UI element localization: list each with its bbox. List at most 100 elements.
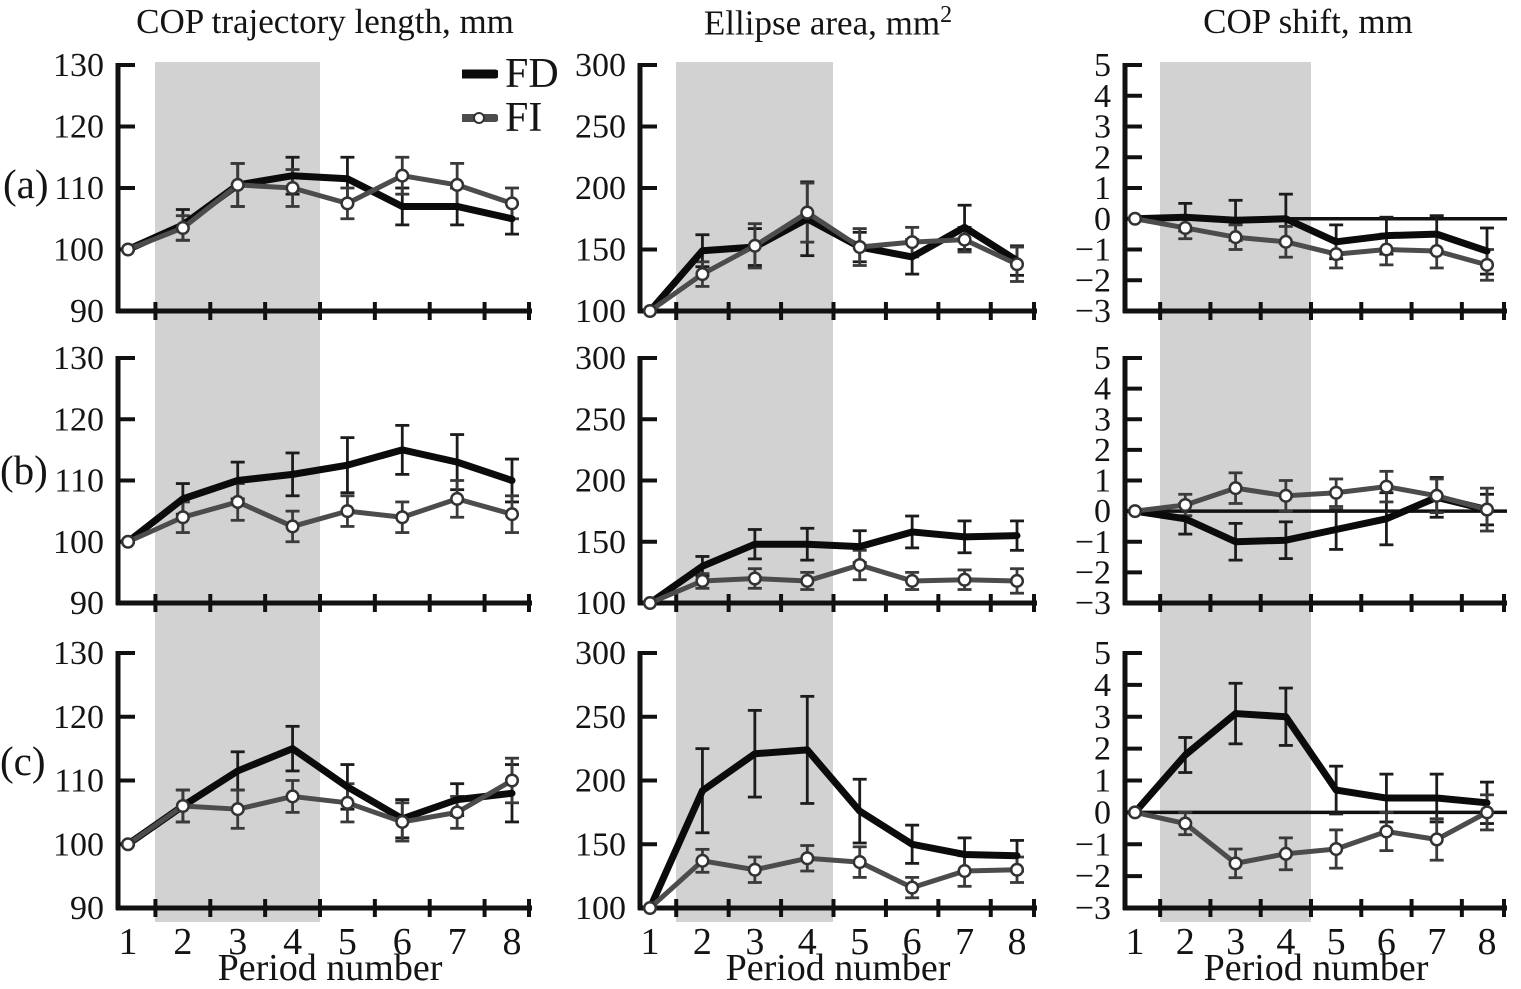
svg-text:4: 4: [1094, 667, 1111, 704]
chart-c-ellipse-area: 100 150 200 250 300 1 2 3 4 5 6 7 8: [575, 635, 1037, 963]
svg-text:3: 3: [1094, 109, 1111, 146]
chart-b-ellipse-area: 100 150 200 250 300: [575, 340, 1037, 622]
svg-text:100: 100: [53, 232, 104, 269]
svg-text:4: 4: [1094, 371, 1111, 408]
chart-b-cop-trajectory-length: 90 100 110 120 130: [53, 340, 532, 622]
svg-text:120: 120: [53, 699, 104, 736]
svg-text:100: 100: [575, 293, 626, 330]
svg-text:110: 110: [54, 463, 104, 500]
svg-text:4: 4: [798, 921, 817, 963]
legend-label-fd: FD: [505, 51, 559, 97]
svg-text:200: 200: [575, 763, 626, 800]
svg-text:100: 100: [575, 890, 626, 927]
svg-text:100: 100: [53, 826, 104, 863]
svg-text:7: 7: [1427, 921, 1446, 963]
svg-text:2: 2: [693, 921, 712, 963]
svg-text:2: 2: [1176, 921, 1195, 963]
row-label-a: (a): [3, 161, 49, 207]
legend-item-fd: FD: [462, 52, 559, 96]
svg-text:150: 150: [575, 826, 626, 863]
svg-text:−2: −2: [1075, 858, 1111, 895]
column-title-cop-trajectory: COP trajectory length, mm: [136, 2, 514, 41]
svg-text:0: 0: [1094, 493, 1111, 530]
svg-text:5: 5: [1094, 635, 1111, 672]
svg-text:−1: −1: [1075, 826, 1111, 863]
row-label-b: (b): [0, 447, 48, 493]
svg-text:130: 130: [53, 47, 104, 84]
svg-text:100: 100: [53, 524, 104, 561]
svg-text:0: 0: [1094, 794, 1111, 831]
svg-text:5: 5: [1094, 340, 1111, 377]
svg-text:110: 110: [54, 170, 104, 207]
row-label-c: (c): [0, 738, 46, 784]
fi-line-swatch: [462, 112, 498, 124]
svg-text:4: 4: [1276, 921, 1295, 963]
svg-text:3: 3: [1094, 401, 1111, 438]
fd-line-swatch: [462, 69, 498, 79]
svg-text:5: 5: [338, 921, 357, 963]
svg-text:200: 200: [575, 170, 626, 207]
svg-text:150: 150: [575, 524, 626, 561]
svg-text:3: 3: [1094, 699, 1111, 736]
svg-text:8: 8: [1008, 921, 1027, 963]
svg-text:300: 300: [575, 340, 626, 377]
svg-text:2: 2: [1094, 432, 1111, 469]
svg-text:150: 150: [575, 232, 626, 269]
x-axis-title-col1: Period number: [217, 947, 443, 989]
svg-text:6: 6: [903, 921, 922, 963]
svg-text:250: 250: [575, 109, 626, 146]
svg-text:7: 7: [955, 921, 974, 963]
svg-text:120: 120: [53, 401, 104, 438]
svg-text:100: 100: [575, 585, 626, 622]
svg-text:1: 1: [1094, 763, 1111, 800]
svg-text:1: 1: [641, 921, 660, 963]
svg-text:5: 5: [850, 921, 869, 963]
svg-text:6: 6: [1377, 921, 1396, 963]
svg-text:5: 5: [1327, 921, 1346, 963]
svg-text:3: 3: [228, 921, 247, 963]
svg-text:2: 2: [1094, 139, 1111, 176]
svg-text:8: 8: [1478, 921, 1497, 963]
superscript-2: 2: [940, 2, 953, 28]
svg-text:−2: −2: [1075, 554, 1111, 591]
x-axis-title-col2: Period number: [725, 947, 951, 989]
svg-text:250: 250: [575, 401, 626, 438]
svg-text:90: 90: [70, 585, 104, 622]
svg-text:1: 1: [1094, 463, 1111, 500]
svg-text:−1: −1: [1075, 232, 1111, 269]
svg-text:120: 120: [53, 109, 104, 146]
svg-text:6: 6: [393, 921, 412, 963]
svg-text:130: 130: [53, 635, 104, 672]
legend: FD FI: [462, 52, 559, 140]
svg-text:3: 3: [745, 921, 764, 963]
chart-c-cop-trajectory-length: 90 100 110 120 130 1 2 3 4 5 6 7 8: [53, 635, 532, 963]
svg-text:1: 1: [119, 921, 138, 963]
svg-text:1: 1: [1126, 921, 1145, 963]
svg-text:8: 8: [503, 921, 522, 963]
svg-text:250: 250: [575, 699, 626, 736]
svg-text:7: 7: [448, 921, 467, 963]
legend-label-fi: FI: [505, 95, 543, 141]
chart-a-cop-trajectory-length: 90 100 110 120 130: [53, 47, 532, 330]
column-title-cop-shift: COP shift, mm: [1203, 2, 1413, 41]
svg-text:−3: −3: [1075, 585, 1111, 622]
svg-text:300: 300: [575, 635, 626, 672]
svg-text:200: 200: [575, 463, 626, 500]
x-axis-title-col3: Period number: [1203, 947, 1429, 989]
svg-text:5: 5: [1094, 47, 1111, 84]
svg-text:2: 2: [173, 921, 192, 963]
svg-text:300: 300: [575, 47, 626, 84]
svg-text:90: 90: [70, 293, 104, 330]
svg-text:−2: −2: [1075, 262, 1111, 299]
svg-text:−1: −1: [1075, 524, 1111, 561]
svg-text:90: 90: [70, 890, 104, 927]
svg-text:1: 1: [1094, 170, 1111, 207]
svg-text:−3: −3: [1075, 890, 1111, 927]
svg-text:3: 3: [1226, 921, 1245, 963]
svg-text:0: 0: [1094, 201, 1111, 238]
svg-text:−3: −3: [1075, 293, 1111, 330]
svg-text:4: 4: [1094, 78, 1111, 115]
svg-text:4: 4: [283, 921, 302, 963]
